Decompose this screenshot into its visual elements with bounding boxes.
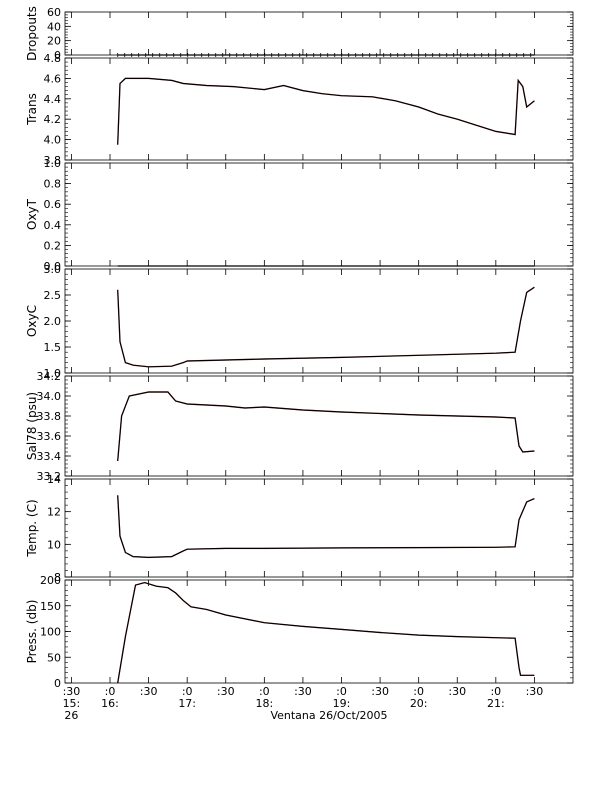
y-tick-label: 0.6 [44, 198, 62, 211]
panel-frame-7 [64, 579, 574, 684]
y-tick-label: 3.8 [44, 154, 62, 167]
y-axis-label: Sal78 (psu) [25, 392, 39, 460]
x-tick-label: :30 [294, 685, 312, 698]
series-line-4 [117, 286, 535, 368]
x-day-label: 26 [64, 709, 78, 722]
y-axis-label: Temp. (C) [25, 499, 39, 557]
panel-frame-5 [64, 375, 574, 477]
y-tick-label: 100 [40, 626, 61, 639]
y-axis-label: Press. (db) [25, 600, 39, 664]
x-hour-label: 17: [178, 697, 196, 710]
y-tick-label: 10 [47, 538, 61, 551]
y-tick-label: 150 [40, 600, 61, 613]
y-tick-label: 33.4 [37, 450, 62, 463]
y-tick-label: 2.0 [44, 315, 62, 328]
y-axis-label: OxyT [25, 198, 39, 230]
y-tick-label: 1.0 [44, 367, 62, 380]
x-tick-label: :30 [371, 685, 389, 698]
x-tick-label: :0 [490, 685, 501, 698]
y-tick-label: 0.8 [44, 178, 62, 191]
x-tick-label: :30 [140, 685, 158, 698]
y-tick-label: 14 [47, 473, 61, 486]
y-axis-label: Trans [25, 93, 39, 126]
y-tick-label: 3.0 [44, 263, 62, 276]
y-tick-label: 1.0 [44, 157, 62, 170]
y-tick-label: 0.4 [44, 219, 62, 232]
y-tick-label: 12 [47, 506, 61, 519]
y-tick-label: 33.2 [37, 470, 62, 483]
x-tick-label: :30 [526, 685, 544, 698]
panel-frame-3 [64, 162, 574, 267]
y-tick-label: 0.0 [44, 260, 62, 273]
series-raw-line-4 [117, 286, 535, 368]
x-hour-label: 16: [101, 697, 119, 710]
y-tick-label: 1.5 [44, 341, 62, 354]
y-tick-label: 4.4 [44, 93, 62, 106]
x-tick-label: :30 [217, 685, 235, 698]
y-axis-label: Dropouts [25, 6, 39, 61]
y-tick-label: 4.6 [44, 72, 62, 85]
y-tick-label: 33.8 [37, 410, 62, 423]
x-hour-label: 15: [63, 697, 81, 710]
panel-frame-1 [64, 11, 574, 56]
y-tick-label: 0 [54, 677, 61, 690]
x-tick-label: :0 [259, 685, 270, 698]
series-line-5 [117, 391, 535, 462]
y-tick-label: 0.2 [44, 239, 62, 252]
panel-frame-2 [64, 57, 574, 161]
y-tick-label: 60 [47, 6, 61, 19]
y-tick-label: 50 [47, 651, 61, 664]
y-tick-label: 34.2 [37, 370, 62, 383]
figure-caption: Ventana 26/Oct/2005 [270, 709, 387, 722]
y-tick-label: 40 [47, 20, 61, 33]
x-hour-label: 20: [410, 697, 428, 710]
series-raw-line-2 [117, 77, 535, 145]
x-tick-label: :30 [63, 685, 81, 698]
x-hour-label: 18: [255, 697, 273, 710]
y-axis-label: OxyC [25, 305, 39, 337]
x-tick-label: :30 [448, 685, 466, 698]
x-tick-label: :0 [105, 685, 116, 698]
x-tick-label: :0 [413, 685, 424, 698]
x-hour-label: 21: [487, 697, 505, 710]
y-tick-label: 20 [47, 35, 61, 48]
y-tick-label: 200 [40, 574, 61, 587]
series-line-2 [117, 77, 535, 145]
x-hour-label: 19: [333, 697, 351, 710]
y-tick-label: 34.0 [37, 390, 62, 403]
series-line-6 [117, 495, 535, 559]
y-tick-label: 33.6 [37, 430, 62, 443]
y-tick-label: 0 [54, 49, 61, 62]
y-tick-label: 2.5 [44, 289, 62, 302]
y-tick-label: 8 [54, 571, 61, 584]
y-tick-label: 4.0 [44, 134, 62, 147]
x-tick-label: :0 [336, 685, 347, 698]
y-tick-label: 4.2 [44, 113, 62, 126]
x-tick-label: :0 [182, 685, 193, 698]
y-tick-label: 4.8 [44, 52, 62, 65]
series-line-7 [117, 581, 535, 684]
panel-frame-6 [64, 478, 574, 578]
